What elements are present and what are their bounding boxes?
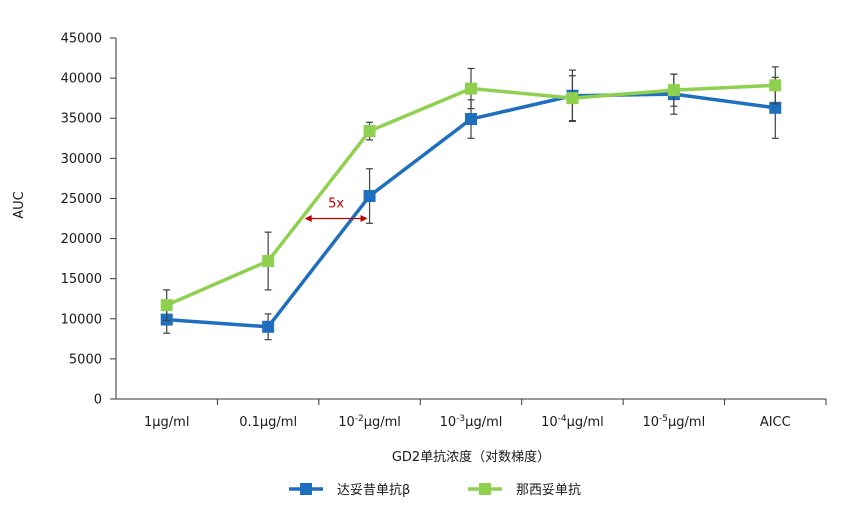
x-tick-label: 10-3μg/ml	[440, 414, 503, 430]
y-tick-label: 20000	[61, 232, 102, 247]
legend-label: 那西妥单抗	[516, 483, 581, 498]
y-tick-label: 15000	[61, 272, 102, 287]
y-tick-label: 40000	[61, 72, 102, 87]
data-point	[667, 84, 680, 97]
x-tick-label-base: 10	[338, 415, 355, 430]
series-1	[160, 66, 782, 321]
y-tick-label: 10000	[61, 312, 102, 327]
x-tick-label-base: 10	[541, 415, 558, 430]
annotation-arrow-head-right	[360, 215, 368, 222]
data-point	[363, 125, 376, 138]
y-tick-label: 30000	[61, 152, 102, 167]
x-tick-label-exponent: -4	[558, 414, 567, 424]
data-point	[363, 190, 376, 203]
x-tick-label-base: 10	[642, 415, 659, 430]
annotation-layer: 5x	[304, 197, 368, 222]
y-tick-label: 45000	[61, 32, 102, 47]
x-tick-label-base: AICC	[760, 415, 791, 430]
x-tick-label-unit: μg/ml	[567, 415, 604, 430]
data-point	[465, 113, 477, 126]
data-point	[566, 92, 579, 105]
x-tick-label: 10-2μg/ml	[338, 414, 401, 430]
legend-marker	[300, 483, 312, 495]
series-layer	[160, 66, 782, 341]
series-0	[160, 69, 782, 341]
x-tick-label: 10-4μg/ml	[541, 414, 604, 430]
y-axis-ticks: 0 5000 10000 15000 20000 25000 30000 35000 40000…	[61, 32, 116, 408]
data-point	[262, 255, 275, 268]
legend-item-1: 那西妥单抗	[468, 483, 581, 498]
y-tick-label: 35000	[61, 112, 102, 127]
x-tick-label-unit: μg/ml	[668, 415, 705, 430]
data-point	[160, 299, 173, 312]
x-tick-label: AICC	[760, 415, 791, 430]
data-point	[262, 320, 275, 333]
y-axis-title: AUC	[12, 191, 27, 219]
x-axis-title: GD2单抗浓度（对数梯度）	[392, 449, 550, 465]
x-tick-label: 1μg/ml	[144, 415, 189, 430]
data-point	[769, 79, 782, 92]
y-tick-label: 25000	[61, 192, 102, 207]
x-tick-label-unit: μg/ml	[465, 415, 502, 430]
x-tick-label-base: 10	[440, 415, 457, 430]
x-tick-label-unit: μg/ml	[364, 415, 401, 430]
x-tick-label-exponent: -2	[355, 414, 364, 424]
x-tick-label-exponent: -5	[659, 414, 668, 424]
x-tick-label-exponent: -3	[456, 414, 465, 424]
x-tick-label: 10-5μg/ml	[642, 414, 705, 430]
legend-label: 达妥昔单抗β	[337, 483, 410, 498]
legend: 达妥昔单抗β 那西妥单抗	[289, 483, 581, 498]
x-tick-label-base: 0.1μg/ml	[239, 415, 297, 430]
x-tick-label-base: 1μg/ml	[144, 415, 189, 430]
data-point	[465, 82, 477, 95]
data-point	[769, 101, 782, 114]
x-tick-label: 0.1μg/ml	[239, 415, 297, 430]
annotation-arrow-head-left	[304, 215, 312, 222]
annotation-label: 5x	[328, 197, 344, 212]
y-tick-label: 0	[94, 393, 102, 408]
x-axis-ticks: 1μg/ml 0.1μg/ml 10-2μg/ml 10-3μg/ml 10-4μg/m…	[144, 399, 827, 430]
axes	[115, 38, 826, 400]
y-tick-label: 5000	[69, 352, 102, 367]
legend-marker	[479, 483, 491, 495]
legend-item-0: 达妥昔单抗β	[289, 483, 410, 498]
